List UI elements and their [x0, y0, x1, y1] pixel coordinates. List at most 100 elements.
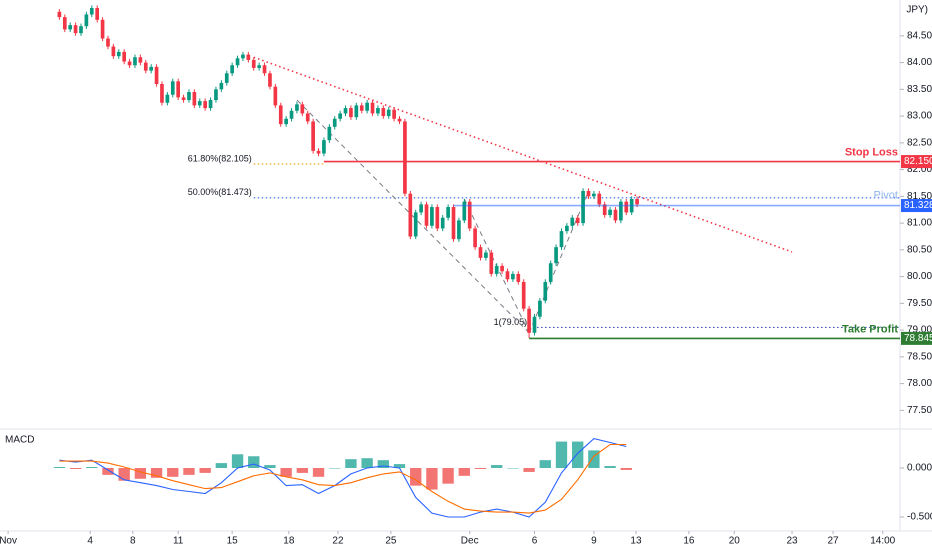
- candle-body: [316, 150, 321, 154]
- candle-body: [257, 65, 261, 68]
- x-tick-label: 11: [173, 536, 184, 547]
- histogram-bar: [474, 468, 487, 469]
- candle-body: [160, 83, 164, 103]
- candle-body: [597, 193, 602, 205]
- candle-body: [111, 46, 116, 57]
- candle-body: [446, 207, 450, 218]
- candle-body: [570, 217, 575, 226]
- candle-body: [176, 81, 180, 98]
- candle-body: [127, 61, 132, 66]
- candle-body: [289, 110, 294, 119]
- x-tick-label: 22: [332, 536, 344, 547]
- y-tick-label: 0.000: [907, 463, 932, 474]
- x-tick-label: 8: [130, 536, 136, 547]
- trendline: [253, 56, 793, 253]
- histogram-bar: [426, 468, 438, 490]
- candle-body: [143, 62, 148, 71]
- candle-body: [68, 25, 73, 30]
- histogram-bar: [53, 467, 66, 469]
- candle-body: [300, 104, 305, 114]
- x-tick-label: 9: [591, 536, 597, 547]
- candle-body: [224, 73, 229, 83]
- candle-body: [338, 113, 342, 119]
- y-tick-label: 77.500: [907, 405, 932, 416]
- candle-body: [197, 101, 202, 106]
- histogram-bar: [69, 468, 82, 469]
- candle-body: [467, 201, 472, 229]
- candle-body: [100, 19, 105, 39]
- y-tick-label: 84.000: [907, 57, 932, 68]
- candle-body: [516, 273, 521, 282]
- candle-body: [527, 308, 531, 333]
- x-tick-label: Dec: [461, 536, 479, 547]
- price-tag-label: 81.328: [904, 200, 932, 211]
- candle-body: [521, 281, 526, 309]
- histogram-bar: [86, 467, 98, 469]
- x-tick-label: 20: [729, 536, 741, 547]
- candle-body: [365, 102, 369, 111]
- candle-body: [435, 207, 440, 229]
- candle-body: [635, 199, 639, 205]
- histogram-bar: [410, 468, 422, 486]
- trendline: [528, 190, 589, 333]
- candle-body: [187, 92, 191, 101]
- candle-body: [359, 105, 364, 111]
- histogram-bar: [329, 468, 341, 469]
- candle-body: [586, 190, 591, 197]
- candle-body: [311, 121, 315, 151]
- candle-body: [165, 94, 170, 103]
- histogram-bar: [167, 468, 179, 477]
- candle-body: [106, 38, 110, 47]
- candle-body: [230, 65, 234, 74]
- histogram-bar: [458, 468, 470, 476]
- histogram-bar: [118, 468, 130, 481]
- indicator-title: MACD: [5, 435, 34, 446]
- candle-body: [89, 8, 94, 15]
- y-tick-label: -0.500: [907, 512, 932, 523]
- x-tick-label: 13: [630, 536, 642, 547]
- candle-body: [376, 108, 380, 114]
- x-tick-label: 15: [227, 536, 239, 547]
- histogram-bar: [199, 468, 211, 473]
- candle-body: [95, 8, 100, 20]
- candle-body: [538, 300, 542, 317]
- candle-body: [575, 217, 580, 224]
- candle-body: [592, 193, 596, 197]
- x-tick-label: 23: [786, 536, 798, 547]
- y-tick-label: 79.500: [907, 298, 932, 309]
- histogram-bar: [620, 468, 632, 470]
- candle-body: [511, 273, 515, 280]
- candle-body: [370, 102, 375, 114]
- indicator-line: [59, 443, 627, 514]
- candle-body: [543, 281, 548, 301]
- candle-body: [478, 247, 483, 258]
- y-tick-label: 80.000: [907, 271, 932, 282]
- histogram-bar: [539, 460, 551, 469]
- price-tag-label: 78.845: [904, 333, 932, 344]
- histogram-bar: [296, 468, 309, 473]
- x-tick-label: Nov: [0, 536, 17, 547]
- candle-body: [305, 113, 310, 122]
- candle-body: [581, 190, 585, 224]
- histogram-bar: [377, 460, 389, 469]
- histogram-bar: [507, 468, 519, 469]
- histogram-bar: [345, 459, 357, 469]
- candle-body: [268, 73, 272, 87]
- price-tag-label: 82.150: [904, 156, 932, 167]
- x-tick-label: 18: [283, 536, 295, 547]
- fib-label: 61.80%(82.105): [188, 153, 252, 163]
- y-tick-label: 80.500: [907, 244, 932, 255]
- histogram-bar: [231, 454, 244, 469]
- price-tag: [901, 199, 932, 213]
- y-tick-label: 82.000: [907, 164, 932, 175]
- histogram-bar: [572, 441, 584, 469]
- candle-body: [241, 54, 245, 59]
- candle-body: [559, 231, 564, 248]
- histogram-bar: [604, 466, 616, 469]
- histogram-bar: [264, 465, 276, 469]
- candle-body: [214, 89, 218, 101]
- candle-body: [494, 265, 499, 274]
- candle-body: [424, 204, 429, 226]
- histogram-bar: [393, 464, 406, 469]
